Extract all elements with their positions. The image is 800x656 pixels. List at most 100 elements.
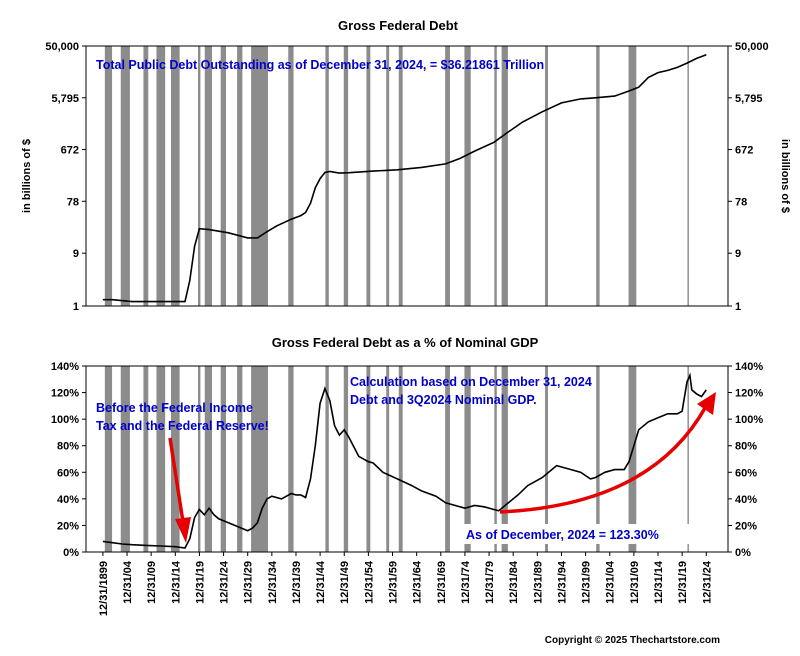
y-tick-label: 1	[73, 301, 79, 313]
recession-band	[288, 46, 294, 306]
recession-band	[545, 366, 548, 552]
recession-band	[386, 46, 390, 306]
y-tick-label: 0%	[63, 547, 79, 559]
top-recession-bands	[104, 46, 689, 306]
annotation-right-line-2: Debt and 3Q2024 Nominal GDP.	[350, 393, 537, 407]
x-tick-label: 12/31/94	[557, 560, 569, 604]
y-tick-label: 50,000	[735, 41, 769, 53]
x-tick-label: 12/31/49	[339, 561, 351, 604]
recession-band	[325, 366, 329, 552]
x-tick-label: 12/31/19	[677, 561, 689, 604]
recession-band	[288, 366, 294, 552]
y-tick-label: 40%	[57, 494, 79, 506]
y-tick-label: 20%	[735, 520, 757, 532]
copyright-text: Copyright © 2025 Thechartstore.com	[545, 635, 720, 646]
top-y-axis-left: 1 9 78 672 5,795 50,000	[45, 41, 86, 313]
recession-band	[104, 46, 113, 306]
top-y-axis-right: 1 9 78 672 5,795 50,000	[728, 41, 769, 313]
x-tick-label: 12/31/59	[388, 561, 400, 604]
recession-band	[501, 46, 508, 306]
y-tick-label: 140%	[735, 361, 763, 373]
recession-band	[596, 366, 600, 552]
x-tick-label: 12/31/09	[629, 561, 641, 604]
recession-band	[120, 46, 130, 306]
recession-band	[494, 46, 497, 306]
y-tick-label: 60%	[735, 467, 757, 479]
y-tick-label: 80%	[57, 441, 79, 453]
recession-band	[325, 46, 329, 306]
recession-band	[687, 366, 689, 552]
y-tick-label: 120%	[51, 388, 79, 400]
y-tick-label: 140%	[51, 361, 79, 373]
bottom-plot-frame	[85, 365, 729, 553]
red-arrow-curve	[499, 392, 716, 514]
y-tick-label: 50,000	[45, 41, 79, 53]
bottom-y-axis-left: 0% 20% 40% 60% 80% 100% 120% 140%	[51, 361, 86, 559]
recession-band	[220, 46, 226, 306]
x-tick-label: 12/31/89	[532, 561, 544, 604]
y-tick-label: 78	[735, 196, 747, 208]
recession-band	[170, 46, 180, 306]
x-tick-label: 12/31/79	[484, 561, 496, 604]
recession-band	[343, 366, 349, 552]
x-tick-label: 12/31/34	[267, 560, 279, 604]
top-y-axis-label-right: in billions of $	[779, 139, 791, 213]
recession-band	[343, 46, 349, 306]
recession-band	[628, 366, 637, 552]
top-chart-title: Gross Federal Debt	[338, 18, 459, 33]
y-tick-label: 78	[67, 196, 79, 208]
recession-band	[104, 366, 113, 552]
recession-band	[366, 366, 371, 552]
x-tick-label: 12/31/04	[605, 560, 617, 604]
y-tick-label: 100%	[735, 414, 763, 426]
recession-band	[156, 366, 166, 552]
x-tick-label: 12/31/39	[291, 561, 303, 604]
recession-band	[143, 366, 149, 552]
y-tick-label: 20%	[57, 520, 79, 532]
recession-band	[366, 46, 371, 306]
x-tick-label: 12/31/74	[460, 560, 472, 604]
recession-band	[398, 366, 403, 552]
recession-band	[251, 46, 268, 306]
top-debt-series-line	[102, 54, 707, 303]
x-tick-label: 12/31/19	[194, 561, 206, 604]
recession-band	[464, 366, 471, 552]
y-tick-label: 5,795	[51, 93, 79, 105]
recession-band	[398, 46, 403, 306]
bottom-y-axis-right: 0% 20% 40% 60% 80% 100% 120% 140%	[728, 361, 763, 559]
x-tick-label: 12/31/69	[436, 561, 448, 604]
y-tick-label: 80%	[735, 441, 757, 453]
recession-band	[386, 366, 390, 552]
recession-band	[120, 366, 130, 552]
y-tick-label: 9	[735, 248, 741, 260]
recession-band	[197, 366, 201, 552]
x-tick-label: 12/31/09	[146, 561, 158, 604]
recession-band	[596, 46, 600, 306]
recession-band	[687, 46, 689, 306]
x-tick-label: 12/31/14	[170, 560, 182, 604]
recession-band	[170, 366, 180, 552]
annotation-left-line-1: Before the Federal Income	[96, 401, 253, 415]
y-tick-label: 5,795	[735, 93, 763, 105]
recession-band	[445, 46, 450, 306]
top-debt-annotation: Total Public Debt Outstanding as of Dece…	[96, 58, 544, 72]
x-tick-label: 12/31/29	[243, 561, 255, 604]
recession-band	[220, 366, 226, 552]
recession-band	[197, 46, 201, 306]
y-tick-label: 40%	[735, 494, 757, 506]
annotation-bottom-box	[462, 524, 692, 544]
top-chart-panel: Gross Federal Debt 1 9 78 672 5,795 50,000 1 9…	[21, 18, 791, 313]
recession-band	[494, 366, 497, 552]
bottom-recession-bands	[104, 366, 689, 552]
x-tick-label: 12/31/04	[122, 560, 134, 604]
recession-band	[445, 366, 450, 552]
recession-band	[501, 366, 508, 552]
y-tick-label: 672	[735, 145, 753, 157]
y-tick-label: 672	[61, 145, 79, 157]
x-tick-label: 12/31/54	[363, 560, 375, 604]
recession-band	[464, 46, 471, 306]
recession-band	[143, 46, 149, 306]
bottom-chart-title: Gross Federal Debt as a % of Nominal GDP	[272, 335, 539, 350]
x-tick-label: 12/31/64	[412, 560, 424, 604]
recession-band	[237, 366, 243, 552]
